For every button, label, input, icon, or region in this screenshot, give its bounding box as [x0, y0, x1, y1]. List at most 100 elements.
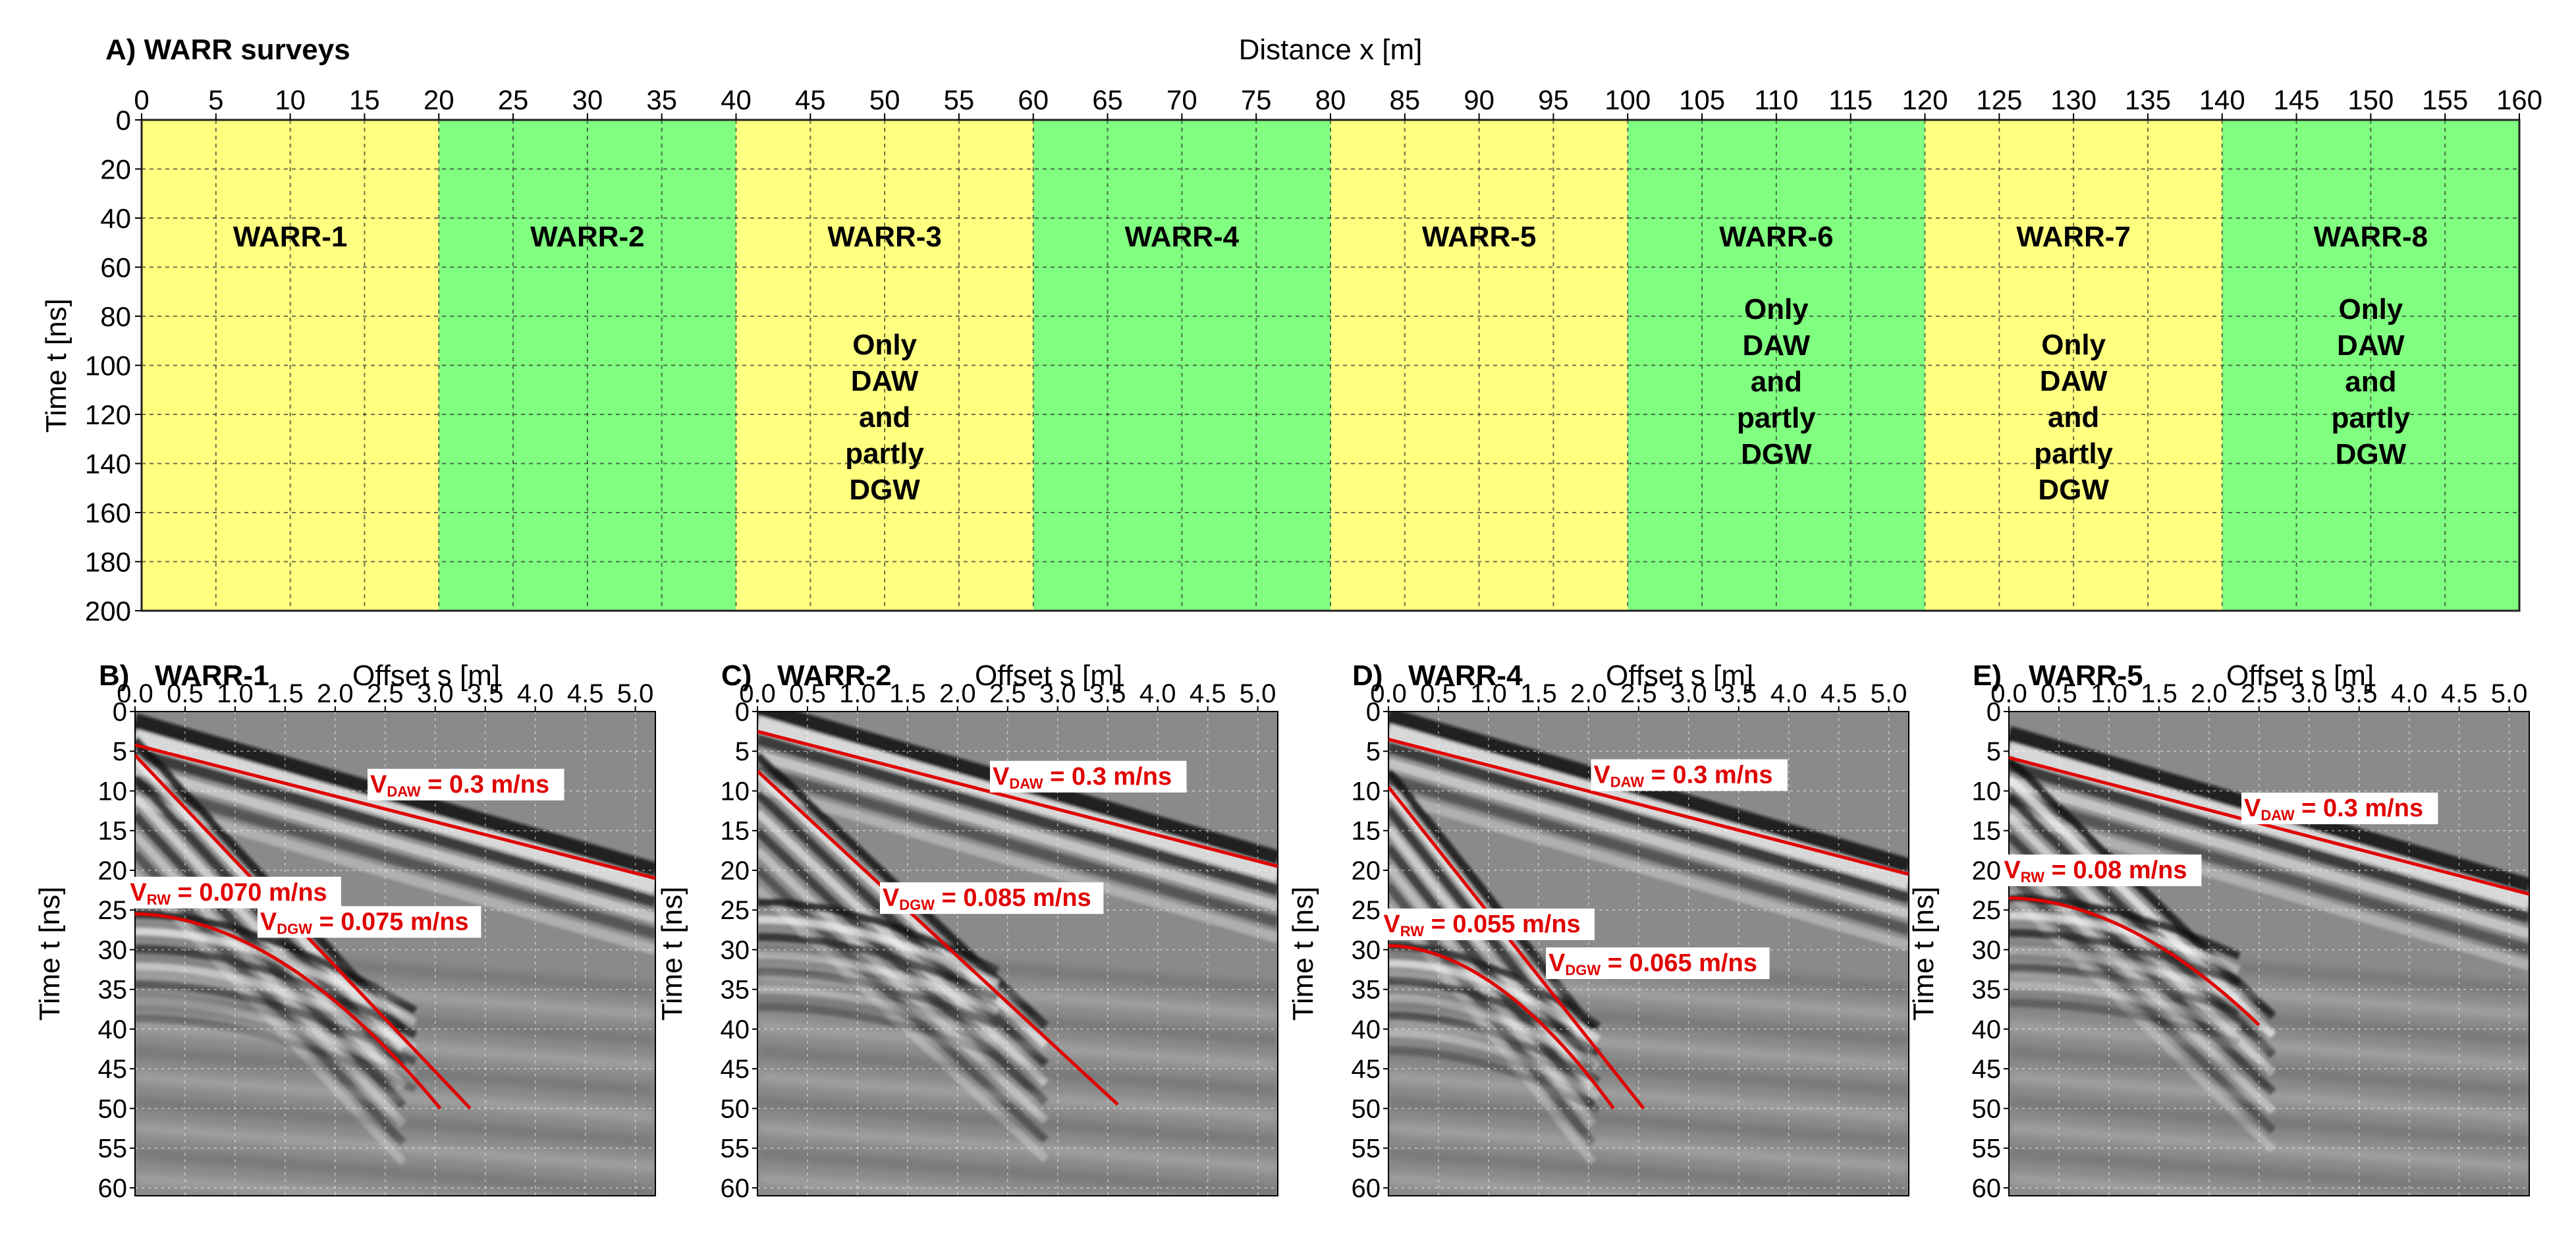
annotation-v: V — [130, 879, 147, 907]
y-tick-label: 10 — [721, 777, 750, 806]
y-tick-label: 25 — [98, 896, 128, 925]
y-tick-label: 45 — [721, 1055, 750, 1084]
annotation-sub: DGW — [1565, 962, 1601, 978]
survey-note-line: Only — [852, 329, 917, 361]
annotation-sub: DGW — [899, 897, 935, 913]
panel-ylabel: Time t [ns] — [656, 887, 688, 1021]
x-tick-label: 150 — [2347, 84, 2394, 115]
survey-note-line: DGW — [849, 474, 920, 506]
background-noise-band — [2009, 943, 2529, 996]
y-tick-label: 5 — [735, 737, 750, 766]
direct-wave-band — [757, 781, 1278, 943]
x-tick-label: 90 — [1464, 84, 1494, 115]
background-noise-band — [757, 1146, 1278, 1196]
survey-labels: WARR-1 WARR-2 WARR-3OnlyDAWandpartlyDGWWAR… — [233, 221, 2428, 506]
background-noise-band — [135, 994, 655, 1046]
y-tick-label: 55 — [1352, 1135, 1381, 1164]
x-tick-label: 40 — [721, 84, 752, 115]
survey-note-line: and — [2345, 366, 2396, 398]
y-tick-label: 30 — [1352, 936, 1381, 965]
survey-label-warr-1: WARR-1 — [233, 221, 348, 253]
x-tick-label: 4.0 — [1139, 679, 1176, 708]
reflection-band — [2009, 894, 2241, 960]
radargram — [135, 712, 655, 1196]
x-tick-label: 25 — [498, 84, 529, 115]
y-tick-label: 10 — [98, 777, 128, 806]
panel-letter: C) — [721, 659, 752, 692]
x-tick-label: 0.5 — [789, 679, 826, 708]
y-tick-label: 40 — [100, 203, 131, 234]
background-noise-band — [2009, 1020, 2529, 1072]
y-tick-label: 50 — [1352, 1094, 1381, 1123]
x-tick-label: 3.5 — [467, 679, 504, 708]
x-tick-label: 5 — [208, 84, 223, 115]
x-tick-label: 85 — [1389, 84, 1420, 115]
annotation-text: VRW = 0.055 m/ns — [1383, 911, 1580, 940]
rw-fit-curve — [135, 912, 442, 1110]
survey-note-line: DGW — [2336, 438, 2407, 470]
y-tick-label: 0 — [1366, 698, 1381, 727]
gather-panel-warr-2: C) WARR-2 Offset s [m] Time t [ns] 0.0 0.5 1.0… — [656, 659, 1278, 1203]
x-tick-label: 115 — [1828, 84, 1873, 115]
x-tick-label: 1.0 — [839, 679, 876, 708]
annotation-text: VDAW = 0.3 m/ns — [2244, 795, 2423, 824]
survey-note-line: DAW — [1743, 329, 1811, 362]
ground-wave-band — [757, 828, 1049, 1106]
x-tick-label: 5.0 — [1240, 679, 1276, 708]
dgw-fit-line — [757, 770, 1119, 1106]
background-noise-band — [135, 1172, 442, 1196]
panel-ylabel: Time t [ns] — [34, 887, 66, 1021]
radargram-shading — [2009, 943, 2529, 1196]
annotation-text: VDAW = 0.3 m/ns — [370, 771, 549, 800]
survey-label-warr-3: WARR-3 — [827, 221, 942, 253]
annotation-v: V — [2004, 856, 2021, 884]
x-tick-label: 145 — [2274, 84, 2320, 115]
y-tick-label: 200 — [85, 596, 131, 627]
daw-fit-line — [757, 729, 1278, 868]
background-noise-band — [1388, 1146, 1909, 1196]
annotation-sub: DAW — [1009, 775, 1043, 792]
panel-letter: B) — [99, 659, 129, 692]
direct-wave-band — [757, 766, 1278, 927]
y-tick-label: 50 — [98, 1094, 128, 1123]
x-tick-label: 60 — [1018, 84, 1049, 115]
survey-note-line: Only — [2041, 329, 2106, 361]
x-tick-label: 2.0 — [2191, 679, 2228, 708]
survey-note-line: DGW — [2038, 474, 2109, 506]
y-tick-label: 10 — [1352, 777, 1381, 806]
background-noise-band — [2009, 1045, 2529, 1097]
x-tick-label: 0.0 — [117, 679, 153, 708]
annotation-v: V — [2244, 795, 2261, 822]
background-noise-band — [1388, 1172, 1695, 1196]
background-noise-band — [1388, 1071, 1909, 1123]
x-tick-label: 4.0 — [517, 679, 554, 708]
annotation-sub: RW — [1400, 923, 1424, 940]
background-noise-band — [135, 1071, 655, 1123]
annotation-sub: DAW — [1610, 773, 1645, 790]
y-tick-label: 5 — [113, 737, 127, 766]
background-noise-band — [135, 969, 655, 1021]
panel-xlabel: Offset s [m] — [352, 659, 500, 692]
y-tick-label: 55 — [721, 1135, 750, 1164]
background-noise-band — [757, 1045, 1278, 1097]
background-noise-band — [135, 1146, 655, 1196]
x-tick-label: 65 — [1092, 84, 1123, 115]
x-tick-label: 3.0 — [417, 679, 454, 708]
x-tick-label: 4.0 — [2391, 679, 2428, 708]
survey-note-line: DAW — [2040, 365, 2108, 397]
direct-wave-band — [1388, 742, 1909, 903]
panel-ylabel: Time t [ns] — [1907, 887, 1940, 1021]
y-tick-label: 25 — [1972, 896, 2002, 925]
y-tick-label: 20 — [98, 856, 128, 885]
background-noise-band — [2009, 969, 2529, 1021]
background-noise-band — [135, 1045, 655, 1097]
y-tick-label: 35 — [721, 976, 750, 1005]
annotation-sub: DAW — [387, 783, 421, 800]
y-tick-label: 0 — [116, 105, 131, 136]
x-tick-label: 55 — [944, 84, 975, 115]
annotation-bg — [127, 876, 341, 909]
survey-note-line: and — [1751, 366, 1802, 398]
x-tick-label: 3.0 — [1670, 679, 1707, 708]
background-noise-band — [757, 1121, 1278, 1173]
daw-fit-line — [135, 743, 655, 880]
